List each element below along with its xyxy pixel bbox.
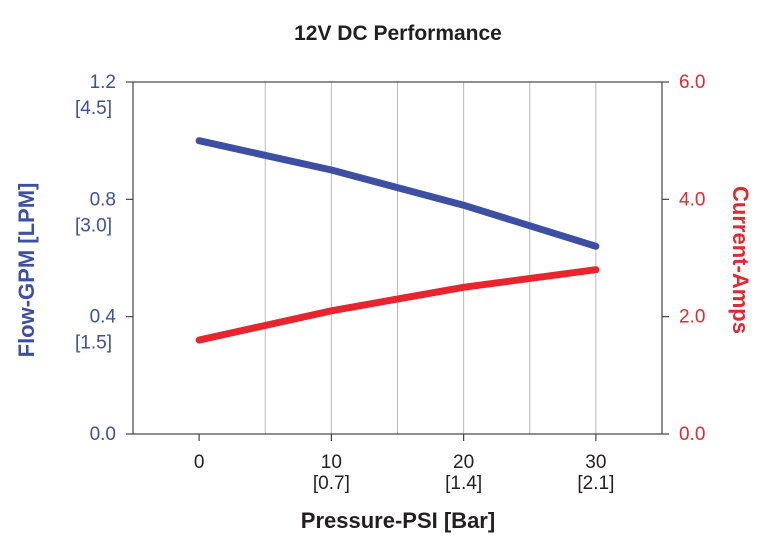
- right-tick-label: 4.0: [679, 189, 705, 210]
- x-tick-sublabel: [2.1]: [577, 473, 614, 494]
- tick-marks: [126, 81, 669, 441]
- x-tick-label: 30: [585, 452, 606, 473]
- left-y-axis-label: Flow-GPM [LPM]: [14, 183, 39, 358]
- flow-series-line: [195, 137, 600, 250]
- left-tick-label: 1.2: [90, 72, 116, 93]
- right-tick-label: 6.0: [679, 72, 705, 93]
- x-tick-label: 20: [453, 452, 474, 473]
- x-tick-label: 10: [321, 452, 342, 473]
- x-tick-label: 0: [194, 452, 205, 473]
- left-tick-label: 0.4: [90, 307, 117, 328]
- left-tick-sublabel: [3.0]: [75, 215, 112, 236]
- x-axis-label: Pressure-PSI [Bar]: [301, 508, 495, 533]
- left-tick-label: 0.0: [90, 424, 116, 445]
- left-axis-tick-labels: 0.0 0.4 [1.5] 0.8 [3.0] 1.2 [4.5]: [75, 72, 116, 445]
- left-tick-sublabel: [4.5]: [75, 98, 112, 119]
- series-lines: [195, 137, 600, 344]
- x-tick-sublabel: [1.4]: [445, 473, 482, 494]
- x-tick-sublabel: [0.7]: [313, 473, 350, 494]
- plot-frame: [132, 81, 663, 435]
- right-y-axis-label: Current-Amps: [728, 186, 753, 334]
- current-series-line: [195, 266, 600, 344]
- chart-title: 12V DC Performance: [294, 22, 502, 45]
- right-tick-label: 2.0: [679, 307, 705, 328]
- left-tick-label: 0.8: [90, 189, 116, 210]
- grid-lines: [264, 82, 597, 434]
- x-axis-tick-labels: 0 10[0.7] 20[1.4] 30[2.1]: [194, 452, 615, 494]
- right-axis-tick-labels: 0.0 2.0 4.0 6.0: [679, 72, 705, 445]
- right-tick-label: 0.0: [679, 424, 705, 445]
- left-tick-sublabel: [1.5]: [75, 333, 112, 354]
